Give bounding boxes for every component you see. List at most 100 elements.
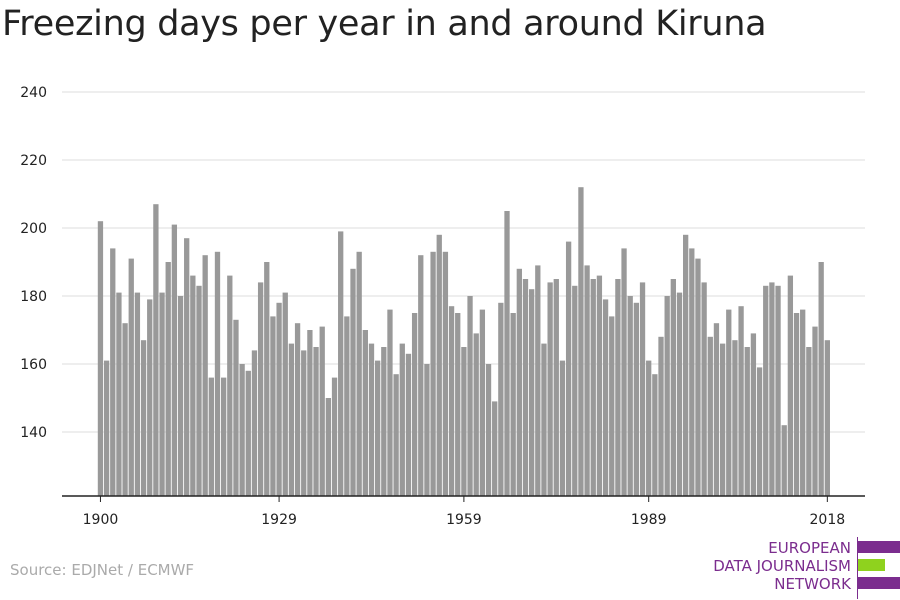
bar-1918 (208, 377, 214, 496)
logo-rule (857, 537, 858, 599)
bar-1922 (233, 319, 239, 496)
bar-1975 (559, 360, 566, 496)
bar-1958 (455, 313, 461, 496)
bar-1928 (270, 316, 276, 496)
bar-2004 (738, 306, 744, 496)
bar-1902 (110, 248, 116, 496)
bar-1950 (405, 353, 412, 496)
bar-2018 (824, 340, 830, 496)
bar-1942 (356, 251, 362, 496)
bar-1961 (473, 333, 479, 496)
bar-1963 (485, 364, 492, 496)
bar-1990 (652, 374, 658, 496)
bar-1979 (584, 265, 590, 496)
bar-1985 (621, 248, 627, 496)
bar-1906 (134, 292, 141, 496)
bar-1982 (602, 299, 609, 496)
logo-line-2: DATA JOURNALISM (713, 557, 851, 575)
bar-2003 (732, 340, 738, 496)
logo-bar-green (858, 559, 885, 571)
bar-1925 (251, 350, 258, 496)
bar-1964 (492, 401, 498, 496)
bar-1936 (319, 326, 325, 496)
bar-2008 (763, 285, 769, 496)
bar-1933 (301, 350, 307, 496)
bar-2011 (781, 425, 787, 496)
bar-1947 (387, 309, 393, 496)
bar-1903 (116, 292, 122, 496)
bar-1940 (344, 316, 350, 496)
bar-1910 (159, 292, 165, 496)
bar-2014 (800, 309, 806, 496)
bar-1969 (522, 279, 529, 496)
bar-1907 (140, 340, 147, 496)
bar-1923 (239, 364, 245, 496)
bar-2017 (818, 262, 824, 496)
bar-1937 (325, 398, 332, 496)
bar-1965 (498, 302, 504, 496)
bar-1917 (202, 255, 208, 496)
bar-1900 (97, 221, 104, 496)
bar-1959 (461, 347, 467, 496)
bar-1929 (276, 302, 282, 496)
bar-1962 (479, 309, 486, 496)
bar-1926 (257, 282, 264, 496)
bar-2012 (787, 275, 794, 496)
bar-1978 (578, 187, 584, 496)
bar-1915 (190, 275, 196, 496)
bar-1981 (596, 275, 603, 496)
bar-1914 (184, 238, 190, 496)
bar-1930 (282, 292, 288, 496)
bar-1944 (368, 343, 375, 496)
bar-1904 (122, 323, 128, 496)
bar-1909 (153, 204, 159, 496)
bar-1945 (375, 360, 381, 496)
bar-1956 (442, 251, 449, 496)
bar-1905 (128, 258, 134, 496)
bar-1901 (103, 360, 110, 496)
bar-2009 (769, 282, 775, 496)
bar-1993 (670, 279, 676, 496)
bar-1992 (664, 296, 670, 496)
bar-1960 (467, 296, 473, 496)
x-tick-label: 1989 (631, 512, 667, 528)
bar-1991 (658, 336, 664, 496)
bar-1987 (633, 302, 640, 496)
bar-1966 (504, 211, 510, 496)
bar-1946 (381, 347, 387, 496)
bar-2016 (812, 326, 818, 496)
bar-1943 (362, 330, 368, 496)
bar-2001 (719, 343, 726, 496)
bar-1941 (350, 268, 356, 496)
bar-1971 (535, 265, 541, 496)
bar-1939 (338, 231, 344, 496)
y-axis-labels: 140 160 180 200 220 240 (20, 85, 47, 441)
bar-1921 (227, 275, 233, 496)
bar-1949 (399, 343, 405, 496)
bar-1984 (615, 279, 621, 496)
bar-2007 (756, 367, 763, 496)
bar-1972 (541, 343, 547, 496)
y-tick-label: 200 (20, 221, 47, 237)
logo-line-1: EUROPEAN (768, 539, 851, 557)
bar-1913 (177, 296, 184, 496)
bar-1994 (676, 292, 683, 496)
bar-1927 (264, 262, 270, 496)
bar-1916 (196, 285, 202, 496)
bar-1920 (221, 377, 227, 496)
bar-1935 (313, 347, 319, 496)
y-tick-label: 220 (20, 153, 47, 169)
bar-2005 (744, 347, 750, 496)
bar-1912 (171, 224, 178, 496)
y-tick-label: 240 (20, 85, 47, 101)
bar-1948 (393, 374, 399, 496)
x-tick-label: 1900 (83, 512, 119, 528)
bar-1957 (448, 306, 455, 496)
bar-1953 (424, 364, 430, 496)
bar-1999 (707, 336, 713, 496)
bar-1988 (639, 282, 646, 496)
bar-2006 (750, 333, 757, 496)
bar-1997 (695, 258, 701, 496)
bar-1998 (701, 282, 707, 496)
bar-1973 (547, 282, 553, 496)
